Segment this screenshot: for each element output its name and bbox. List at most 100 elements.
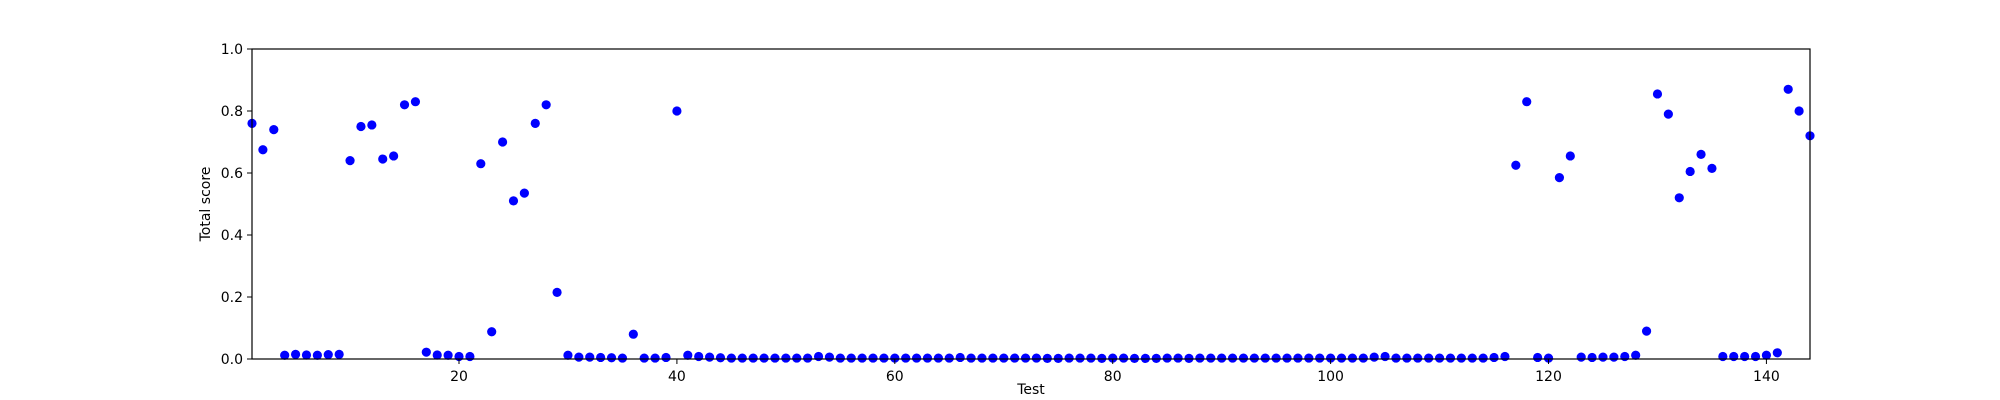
y-axis: 0.0 0.2 0.4 0.6 0.8 1.0 — [221, 42, 252, 368]
data-point — [715, 353, 726, 363]
data-point — [378, 154, 388, 164]
data-point — [1511, 160, 1521, 170]
y-tick-label: 0.8 — [221, 104, 243, 120]
data-point — [389, 151, 399, 161]
data-point — [1031, 353, 1042, 363]
data-point — [476, 159, 486, 169]
x-tick-label: 140 — [1753, 369, 1780, 385]
data-point — [1554, 173, 1565, 183]
data-point — [1794, 106, 1804, 116]
data-point — [1729, 351, 1739, 362]
x-axis-label: Test — [1016, 382, 1045, 398]
data-point — [1434, 353, 1445, 363]
data-point — [1140, 353, 1150, 363]
data-point — [606, 353, 617, 363]
data-point — [519, 188, 529, 198]
data-point — [748, 353, 758, 363]
data-point — [1663, 109, 1673, 119]
data-point — [813, 351, 824, 362]
data-point — [966, 353, 976, 363]
data-point — [879, 353, 889, 363]
data-point — [901, 353, 911, 363]
data-point — [1620, 351, 1630, 362]
data-point — [922, 353, 933, 363]
data-point — [1533, 352, 1543, 363]
data-point — [1227, 353, 1238, 363]
data-point — [1173, 353, 1183, 363]
data-point — [1129, 353, 1140, 363]
data-point — [487, 327, 497, 337]
data-point — [803, 353, 813, 363]
data-point — [1271, 353, 1281, 363]
data-point — [334, 349, 344, 359]
data-point — [1522, 97, 1532, 107]
data-point — [1108, 353, 1118, 363]
data-point — [574, 352, 584, 362]
data-point — [1347, 353, 1358, 363]
data-point — [1489, 352, 1499, 363]
data-point — [1576, 352, 1586, 362]
data-point — [1652, 89, 1663, 99]
data-point — [846, 353, 856, 363]
data-point — [977, 353, 987, 363]
data-point — [1696, 149, 1706, 159]
data-point — [1369, 352, 1379, 362]
data-point — [410, 97, 421, 107]
data-point — [552, 287, 562, 297]
data-point — [1413, 353, 1423, 363]
data-point — [955, 352, 965, 363]
data-point — [280, 350, 290, 360]
data-point — [1761, 350, 1772, 360]
data-point — [530, 118, 540, 128]
data-point — [1151, 353, 1161, 363]
data-point — [1086, 353, 1096, 363]
data-point — [1260, 353, 1270, 363]
x-axis: 20 40 60 80 100 120 140 — [450, 359, 1780, 385]
data-point — [1358, 353, 1368, 363]
plot-frame — [251, 48, 1811, 360]
data-point — [1238, 353, 1249, 363]
data-point — [912, 353, 922, 363]
data-point — [639, 353, 649, 363]
data-point — [890, 353, 900, 363]
data-point — [1674, 193, 1684, 203]
data-point — [726, 353, 736, 363]
data-point — [1042, 353, 1052, 363]
data-point — [1783, 84, 1793, 94]
data-point — [1631, 350, 1641, 360]
data-point — [617, 353, 628, 363]
data-point — [367, 120, 377, 130]
data-point — [1500, 351, 1510, 362]
data-point — [628, 329, 638, 339]
data-point — [737, 353, 747, 363]
data-point — [421, 347, 431, 357]
data-point — [1543, 353, 1554, 363]
data-point — [443, 350, 453, 360]
data-point — [563, 350, 573, 360]
data-point — [1326, 353, 1336, 363]
data-point — [1315, 353, 1325, 363]
data-point — [835, 353, 845, 363]
data-point — [1064, 353, 1074, 363]
data-point — [1293, 353, 1303, 363]
data-point — [944, 353, 954, 363]
data-point — [694, 351, 704, 362]
data-point — [356, 121, 366, 132]
data-point — [1740, 351, 1750, 362]
data-point — [1282, 353, 1292, 363]
data-point — [465, 351, 475, 362]
data-point — [1685, 166, 1695, 177]
data-point — [585, 352, 595, 362]
data-point — [258, 145, 268, 155]
data-point — [1718, 351, 1728, 362]
data-point — [1336, 353, 1347, 363]
data-point — [1391, 353, 1401, 363]
y-axis-label: Total score — [198, 167, 214, 243]
data-point — [1249, 353, 1259, 363]
data-point — [312, 350, 322, 360]
data-point — [541, 100, 551, 110]
data-point — [1075, 353, 1085, 363]
data-point — [704, 352, 715, 362]
data-point — [1587, 352, 1597, 363]
data-point — [650, 353, 660, 363]
